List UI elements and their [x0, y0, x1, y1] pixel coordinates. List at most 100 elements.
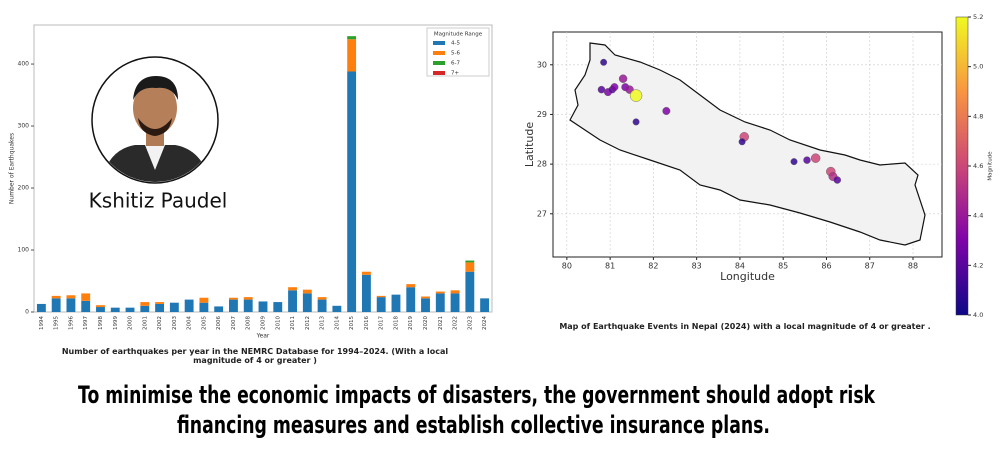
bar-segment	[81, 293, 91, 301]
x-tick-label: 81	[605, 262, 615, 271]
x-tick-label: 2002	[157, 316, 163, 330]
bar-segment	[317, 297, 327, 300]
earthquake-point	[738, 138, 746, 146]
earthquake-point	[803, 156, 811, 164]
x-tick-label: 2022	[453, 316, 459, 330]
x-tick-label: 2007	[231, 316, 237, 330]
bar-segment	[406, 284, 416, 288]
legend-label: 4-5	[451, 41, 460, 47]
map-caption: Map of Earthquake Events in Nepal (2024)…	[559, 322, 931, 331]
bar-segment	[288, 287, 297, 291]
x-tick-label: 2020	[423, 316, 429, 330]
bar-segment	[66, 295, 76, 299]
bar-segment	[229, 299, 238, 312]
legend-title: Magnitude Range	[434, 32, 483, 38]
y-tick-label: 29	[537, 110, 547, 119]
colorbar-tick-label: 4.8	[973, 112, 983, 120]
bar-segment	[214, 306, 224, 312]
x-tick-label: 2017	[379, 316, 385, 330]
x-tick-label: 2024	[482, 316, 488, 330]
bar-segment	[155, 303, 165, 312]
bar-segment	[435, 291, 445, 294]
portrait: Kshitiz Paudel	[89, 56, 228, 213]
colorbar-tick-label: 4.0	[973, 311, 983, 319]
x-tick-label: 2003	[172, 316, 178, 330]
x-tick-label: 84	[735, 262, 745, 271]
colorbar-tick-label: 5.0	[973, 63, 983, 71]
earthquake-point	[632, 118, 640, 126]
bar-segment	[96, 305, 105, 308]
x-tick-label: 2018	[393, 316, 399, 330]
x-tick-label: 1998	[98, 316, 104, 330]
colorbar-label: Magnitude	[988, 151, 994, 181]
x-tick-label: 80	[562, 262, 572, 271]
earthquake-point	[610, 83, 619, 92]
colorbar-tick-label: 4.6	[973, 162, 983, 170]
earthquake-point	[600, 58, 608, 66]
x-tick-label: 2006	[216, 316, 222, 330]
quote-line: financing measures and establish collect…	[177, 411, 770, 439]
plot-frame	[33, 24, 493, 313]
bar-segment	[66, 298, 76, 312]
legend-label: 7+	[451, 71, 459, 77]
bar-segment	[361, 274, 371, 312]
legend-swatch	[433, 51, 445, 55]
bar-segment	[96, 307, 105, 312]
y-tick-label: 300	[18, 123, 30, 130]
bar-segment	[51, 295, 61, 299]
legend-swatch	[433, 41, 445, 45]
x-tick-label: 2005	[201, 316, 207, 330]
bar-segment	[376, 295, 386, 298]
nepal-outline	[569, 42, 926, 246]
x-tick-label: 2015	[349, 316, 355, 330]
bar-segment	[243, 297, 253, 300]
bar-segment	[347, 36, 357, 40]
bar-segment	[465, 260, 475, 263]
bar-segment	[347, 71, 357, 312]
earthquake-point	[662, 107, 671, 115]
bar-segment	[317, 299, 327, 312]
bar-segment	[347, 39, 357, 72]
bar-segment	[184, 299, 194, 312]
map-chart: 80 81 82 83 84 85 86 87 88 27 28 29 30 Longitude Latit…	[523, 31, 943, 283]
legend-swatch	[433, 71, 445, 75]
y-axis-label: Number of Earthquakes	[9, 133, 16, 204]
bar-segment	[361, 271, 371, 275]
x-tick-label: 1995	[54, 316, 60, 330]
x-tick-label: 88	[908, 262, 918, 271]
bar-segment	[258, 301, 268, 312]
x-tick-label: 2010	[275, 316, 281, 330]
bar-segment	[480, 298, 490, 312]
bar-segment	[288, 290, 297, 312]
x-tick-label: 2009	[261, 316, 267, 330]
x-tick-label: 2000	[128, 316, 134, 330]
bar-segment	[421, 298, 430, 312]
y-tick-label: 27	[537, 209, 547, 218]
bar-segment	[406, 287, 416, 312]
bar-segment	[110, 307, 120, 312]
bar-caption: Number of earthquakes per year in the NE…	[61, 347, 449, 365]
y-axis-label: Latitude	[523, 122, 536, 168]
legend-label: 5-6	[451, 51, 460, 57]
earthquake-point	[597, 85, 606, 94]
bar-segment	[140, 302, 150, 306]
bar-segment	[421, 296, 430, 299]
y-tick-label: 28	[537, 160, 547, 169]
y-tick-label: 30	[537, 60, 547, 69]
x-tick-label: 2013	[320, 316, 326, 330]
x-tick-label: 2014	[334, 316, 340, 330]
colorbar	[955, 16, 969, 316]
x-tick-label: 86	[821, 262, 831, 271]
bar-segment	[332, 305, 342, 312]
photo-caption: Kshitiz Paudel	[89, 189, 228, 213]
colorbar-tick-label: 5.2	[973, 13, 983, 21]
colorbar-tick-label: 4.4	[973, 212, 983, 220]
bar-segment	[273, 302, 283, 312]
legend-swatch	[433, 61, 445, 65]
x-tick-label: 2004	[187, 316, 193, 330]
x-axis-label: Longitude	[720, 270, 775, 283]
bar-segment	[125, 307, 135, 312]
bar-chart: 0 100 200 300 400 1994 1995 1996 1997 1998 1999 200…	[9, 24, 493, 340]
x-tick-label: 1997	[83, 316, 89, 330]
